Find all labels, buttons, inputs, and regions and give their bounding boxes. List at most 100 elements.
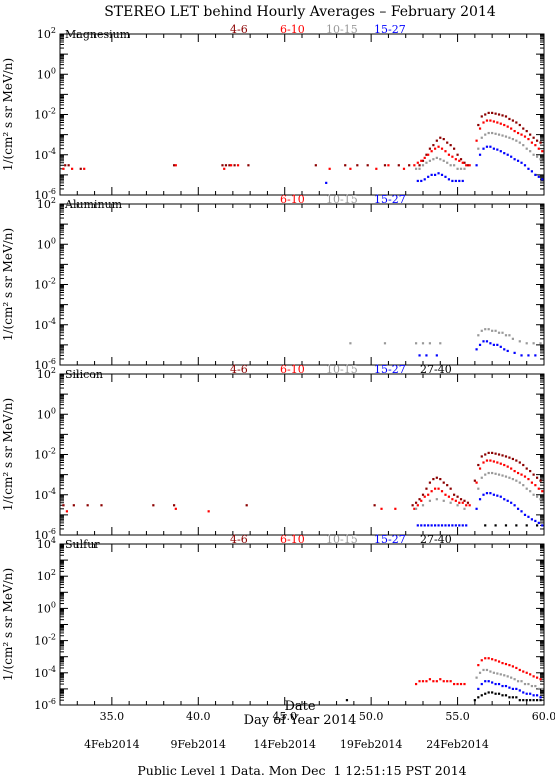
data-point — [425, 161, 428, 164]
y-axis-label: 1/(cm² s sr MeV/n) — [1, 568, 15, 681]
data-point — [518, 461, 521, 464]
data-point — [425, 680, 428, 683]
data-point — [478, 343, 482, 346]
data-point — [62, 504, 65, 507]
data-point — [418, 498, 421, 501]
data-point — [527, 167, 530, 170]
data-point — [506, 499, 509, 502]
element-label: Aluminum — [64, 198, 123, 211]
data-point — [439, 678, 442, 681]
data-point — [485, 459, 489, 462]
data-point — [529, 673, 532, 676]
data-point — [518, 481, 521, 484]
data-point — [503, 674, 506, 677]
data-point — [499, 345, 502, 348]
data-point — [245, 504, 248, 507]
data-point — [434, 147, 437, 150]
data-point — [442, 159, 445, 162]
data-point — [453, 147, 456, 150]
data-point — [325, 181, 328, 184]
data-point — [480, 136, 483, 139]
data-point — [477, 463, 480, 467]
data-point — [444, 150, 447, 153]
data-point — [482, 461, 485, 464]
data-point — [413, 164, 416, 167]
data-point — [485, 145, 489, 148]
data-point — [152, 504, 155, 507]
data-point — [496, 343, 499, 346]
data-point — [475, 507, 478, 510]
data-point — [456, 153, 459, 156]
data-point — [537, 687, 540, 690]
data-point — [513, 504, 516, 507]
data-point — [454, 158, 457, 161]
data-point — [466, 501, 470, 504]
data-point — [497, 331, 501, 334]
data-point — [511, 337, 514, 340]
data-point — [518, 340, 521, 343]
y-tick-label: 100 — [37, 406, 56, 421]
data-point — [435, 680, 438, 683]
data-point — [534, 484, 537, 487]
legend-entry: 10-15 — [326, 23, 358, 36]
data-point — [444, 175, 447, 178]
data-point — [172, 164, 176, 167]
data-point — [428, 678, 432, 681]
data-point — [463, 167, 466, 170]
data-point — [496, 148, 499, 151]
data-point — [518, 668, 521, 672]
y-tick-label: 10-4 — [34, 147, 56, 162]
series-10-15 — [414, 131, 542, 170]
data-point — [525, 467, 528, 470]
data-point — [491, 329, 494, 332]
data-point — [496, 121, 499, 124]
data-point — [527, 682, 530, 686]
data-point — [421, 493, 425, 496]
legend-entry: 4-6 — [230, 363, 248, 376]
data-point — [489, 119, 492, 122]
x-tick-label: 45.0 — [272, 710, 297, 723]
data-point — [465, 504, 468, 507]
data-point — [520, 354, 523, 357]
data-point — [459, 158, 463, 161]
data-point — [230, 164, 233, 167]
data-point — [440, 173, 444, 176]
data-point — [473, 699, 476, 702]
data-point — [383, 164, 387, 167]
data-point — [522, 670, 525, 673]
data-point — [440, 524, 444, 527]
data-point — [534, 354, 537, 357]
data-point — [446, 141, 449, 144]
data-point — [491, 691, 494, 694]
legend-entry: 6-10 — [280, 23, 305, 36]
data-point — [516, 471, 520, 475]
y-tick-label: 102 — [37, 568, 56, 583]
data-point — [511, 687, 514, 690]
data-point — [427, 493, 430, 496]
data-point — [414, 507, 418, 510]
series-4-6 — [62, 451, 542, 507]
data-point — [527, 137, 530, 141]
data-point — [515, 459, 518, 462]
series-6-10 — [414, 657, 542, 686]
data-point — [535, 676, 539, 679]
data-point — [482, 668, 485, 672]
data-point — [349, 167, 352, 170]
y-axis-label: 1/(cm² s sr MeV/n) — [1, 398, 15, 511]
date-label: 4Feb2014 — [84, 738, 140, 751]
data-point — [494, 472, 497, 475]
data-point — [484, 453, 487, 456]
data-point — [529, 133, 532, 136]
series-4-6 — [64, 111, 542, 170]
series-6-10 — [65, 459, 544, 513]
data-point — [510, 676, 513, 679]
y-tick-label: 10-6 — [34, 697, 56, 712]
data-point — [523, 164, 527, 167]
data-point — [442, 680, 445, 683]
data-point — [397, 164, 400, 167]
y-tick-label: 10-2 — [34, 277, 56, 292]
data-point — [518, 689, 521, 692]
data-point — [420, 179, 423, 183]
data-point — [458, 159, 461, 162]
